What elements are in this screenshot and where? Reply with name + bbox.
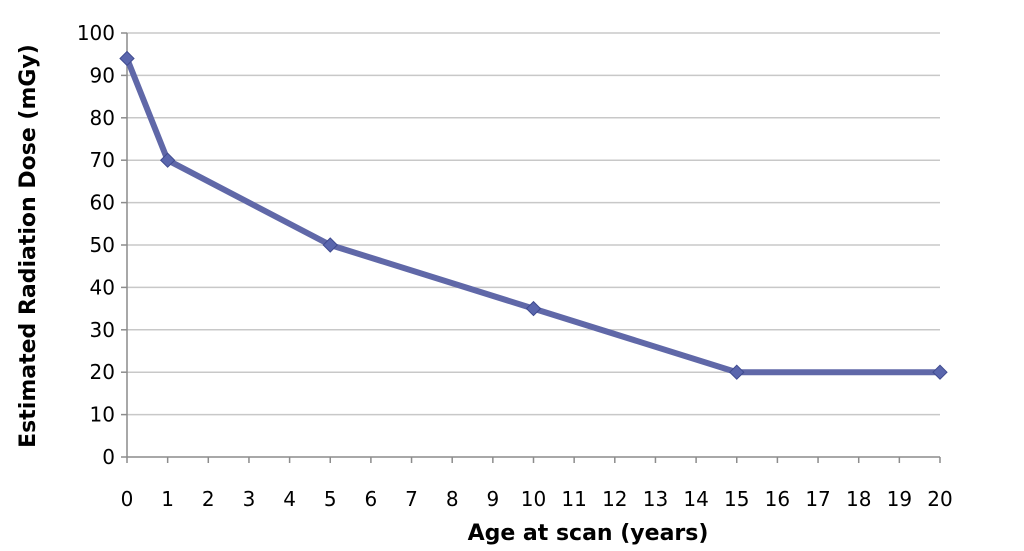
axes: [121, 32, 941, 463]
y-tick-label: 30: [90, 318, 115, 342]
x-tick-label: 4: [283, 487, 296, 511]
y-tick-label: 40: [90, 275, 115, 299]
x-tick-label: 9: [486, 487, 499, 511]
markers: [119, 50, 948, 380]
data-point-marker: [119, 50, 135, 67]
y-tick-label: 80: [90, 106, 115, 130]
x-tick-label: 5: [324, 487, 337, 511]
x-tick-label: 8: [446, 487, 459, 511]
x-tick-label: 18: [846, 487, 871, 511]
x-tick-label: 14: [683, 487, 708, 511]
x-tick-label: 19: [887, 487, 912, 511]
x-axis-title: Age at scan (years): [468, 521, 709, 546]
x-tick-label: 16: [765, 487, 790, 511]
y-tick-label: 20: [90, 360, 115, 384]
y-tick-label: 90: [90, 63, 115, 87]
y-tick-label: 100: [77, 21, 115, 45]
x-tick-label: 1: [161, 487, 174, 511]
y-tick-label: 70: [90, 148, 115, 172]
x-tick-label: 3: [243, 487, 256, 511]
data-point-marker: [322, 237, 338, 253]
x-tick-label: 10: [521, 487, 546, 511]
y-axis-title: Estimated Radiation Dose (mGy): [16, 44, 41, 448]
x-tick-label: 7: [405, 487, 418, 511]
y-tick-label: 60: [90, 191, 115, 215]
x-tick-label: 13: [643, 487, 668, 511]
x-tick-label: 15: [724, 487, 749, 511]
y-tick-label: 50: [90, 233, 115, 257]
x-tick-label: 2: [202, 487, 215, 511]
data-point-marker: [525, 300, 542, 317]
data-point-marker: [729, 364, 745, 380]
y-tick-label: 10: [90, 403, 115, 427]
x-tick-label: 0: [121, 487, 134, 511]
x-tick-label: 6: [365, 487, 378, 511]
series-line: [124, 55, 943, 376]
x-tick-label: 11: [561, 487, 586, 511]
x-tick-label: 20: [927, 487, 952, 511]
x-tick-label: 17: [805, 487, 830, 511]
y-tick-label: 0: [102, 445, 115, 469]
data-point-marker: [932, 364, 948, 380]
data-point-marker: [159, 152, 176, 168]
x-tick-label: 12: [602, 487, 627, 511]
series: [124, 55, 943, 376]
gridlines: [127, 32, 940, 416]
